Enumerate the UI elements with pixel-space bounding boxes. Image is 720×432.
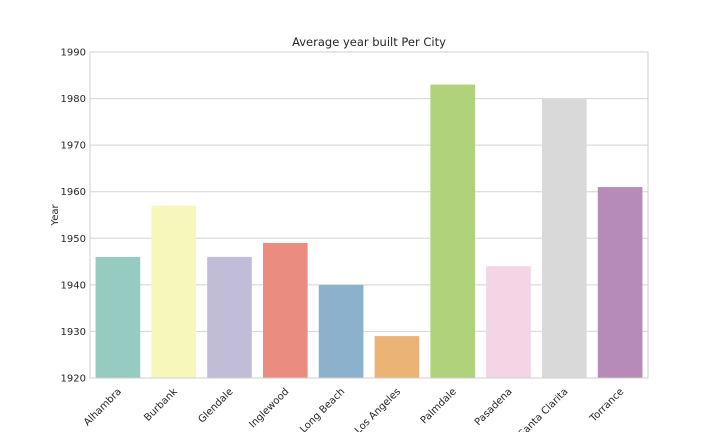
y-tick-label: 1930 — [61, 327, 86, 338]
y-tick-label: 1940 — [61, 280, 86, 291]
bar-burbank — [151, 205, 197, 378]
x-tick-labels: Alhambra Burbank Glendale Inglewood Long Bea… — [82, 386, 626, 432]
x-tick-label: Burbank — [142, 386, 180, 424]
x-tick-label: Alhambra — [82, 386, 124, 428]
x-tick-label: Glendale — [196, 386, 235, 425]
y-tick-label: 1980 — [61, 94, 86, 105]
bar-alhambra — [95, 256, 141, 378]
x-tick-label: Long Beach — [298, 386, 347, 432]
bar-palmdale — [430, 84, 476, 378]
x-tick-label: Palmdale — [419, 386, 459, 426]
plot-frame — [89, 51, 649, 379]
y-tick-label: 1950 — [61, 234, 86, 245]
bar-glendale — [207, 256, 252, 378]
y-tick-label: 1970 — [61, 141, 86, 152]
bar-los-angeles — [374, 336, 420, 378]
x-tick-label: Los Angeles — [353, 386, 403, 432]
y-tick-label: 1920 — [61, 374, 86, 385]
x-tick-label: Inglewood — [247, 386, 291, 430]
bar-santa-clarita — [541, 98, 587, 379]
bar-long-beach — [318, 284, 364, 378]
chart-title: Average year built Per City — [292, 35, 446, 49]
x-tick-label: Santa Clarita — [517, 386, 571, 432]
bars — [95, 84, 643, 379]
x-tick-label: Torrance — [588, 386, 627, 425]
bar-pasadena — [486, 266, 531, 378]
bar-inglewood — [262, 242, 308, 378]
y-axis-label: Year — [50, 204, 61, 227]
y-tick-labels: 1920 1930 1940 1950 1960 1970 1980 1990 — [61, 48, 86, 385]
bar-torrance — [597, 187, 643, 378]
y-tick-label: 1990 — [61, 48, 86, 59]
x-tick-label: Pasadena — [473, 386, 515, 428]
y-tick-label: 1960 — [61, 187, 86, 198]
